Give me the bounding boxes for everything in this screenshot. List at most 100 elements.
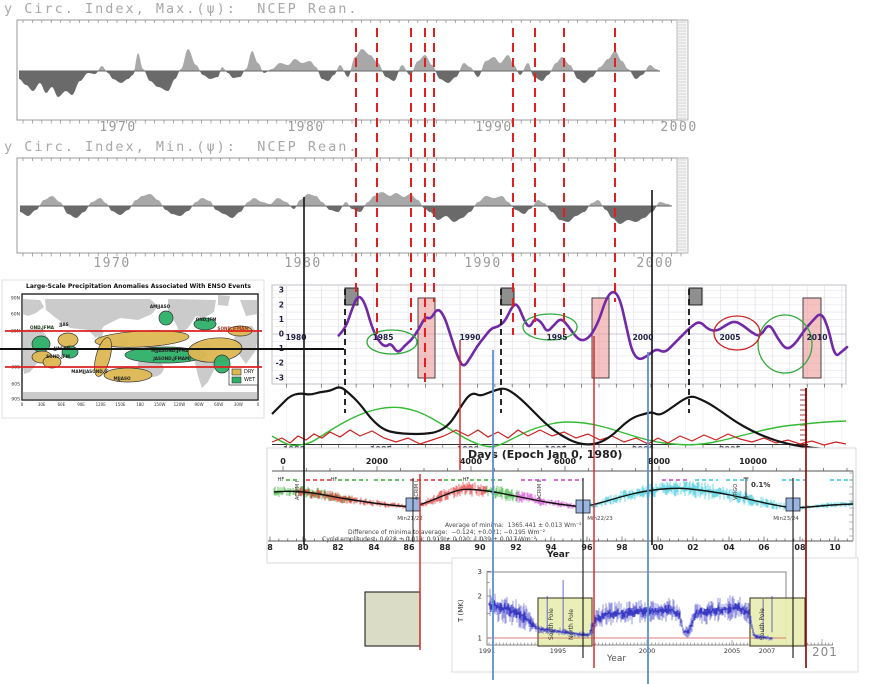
- map-lon-label: 90W: [195, 402, 204, 407]
- max-panel-title: y Circ. Index, Max.(ψ): NCEP Rean.: [4, 1, 359, 17]
- map-lat-label: 60N: [11, 312, 20, 318]
- tsi-year-tick: 98: [616, 543, 628, 552]
- instrument-label-ACRIMI: ACRIM I: [414, 481, 420, 500]
- continent-europe-left: [22, 299, 44, 316]
- tsi-year-tick: 04: [723, 543, 735, 552]
- continent-antarctica: [22, 392, 258, 399]
- map-region-label: OND,JFM: [196, 317, 217, 322]
- map-lon-label: 150W: [154, 402, 166, 407]
- tsi-mean-line: [273, 487, 854, 509]
- event-ellipse: [366, 329, 418, 355]
- min-xtick: 2000: [636, 256, 673, 271]
- el-nino-box: [591, 297, 610, 379]
- instrument-label-HF: HF: [331, 477, 338, 483]
- map-lat-label: 90N: [11, 296, 20, 302]
- tsi-year-tick: 86: [403, 543, 415, 552]
- tsi-year-tick: 8: [267, 543, 273, 552]
- stray-year-label: 201: [812, 645, 838, 659]
- enso-year-label: 1995: [547, 333, 568, 342]
- map-lon-label: 60W: [214, 402, 223, 407]
- instrument-label-VIRGO: VIRGO: [733, 484, 739, 500]
- enso-year-label: 1985: [373, 333, 394, 342]
- map-lat-label: 60S: [11, 382, 20, 388]
- tsi-day-tick: 0: [280, 457, 286, 466]
- min-panel-right-ruler-ticks: [678, 159, 686, 251]
- pole-label: South Pole: [548, 608, 555, 640]
- min-xtick: 1970: [93, 256, 130, 271]
- tsi-year-tick: 88: [439, 543, 451, 552]
- min-panel-negative-area: [20, 206, 672, 224]
- max-xtick: 2000: [660, 120, 697, 135]
- max-xtick: 1980: [287, 120, 324, 135]
- map-region-label: SOND,JFMAM: [217, 326, 248, 331]
- corona-ytick: 1: [478, 635, 482, 643]
- tsi-caption-3: Cycle amplitudes: 0.928 ± 0.019; 0.919 ±…: [322, 536, 537, 543]
- dry-region: [42, 355, 62, 369]
- corona-xlabel: Year: [607, 654, 627, 664]
- cosmic-ray-line: [271, 406, 847, 448]
- max-panel-ticks: [22, 20, 682, 124]
- map-region-label: AMJJASO: [150, 304, 171, 309]
- instrument-label-HF: HF: [278, 477, 285, 483]
- min-panel-positive-area: [20, 192, 672, 206]
- instrument-label-ACRIMI: ACRIM I: [295, 481, 301, 500]
- wet-region: [213, 354, 231, 374]
- min-panel-right-ruler: [676, 157, 689, 254]
- map-lon-label: 30E: [38, 402, 46, 407]
- enso-ytick: 1: [279, 315, 284, 324]
- legend-wet-label: WET: [244, 377, 256, 383]
- min-xtick: 1990: [464, 256, 501, 271]
- map-lon-label: 120W: [174, 402, 186, 407]
- tsi-minimum-label: Min21/22: [397, 516, 423, 522]
- map-region-label: OND,JFMA: [30, 325, 55, 330]
- tsi-caption-1: Average of minima: 1365.441 ± 0.013 Wm⁻²: [445, 522, 582, 529]
- map-lon-label: 90E: [77, 402, 85, 407]
- continent-north-america: [168, 299, 216, 334]
- event-ellipse: [713, 315, 761, 351]
- continent-india: [95, 330, 104, 344]
- corona-xtick: 2000: [639, 647, 656, 655]
- map-region-label: MJJASO: [113, 376, 131, 381]
- tsi-year-tick: 96: [581, 543, 593, 552]
- enso-ytick: -2: [276, 359, 284, 368]
- min-xtick: 1980: [284, 256, 321, 271]
- max-xtick: 1970: [99, 120, 136, 135]
- map-lat-label: 90S: [11, 397, 20, 403]
- tsi-minimum-label: Min23/24: [773, 516, 799, 522]
- beige-box: [364, 591, 421, 647]
- corona-xtick: 2005: [724, 647, 741, 655]
- eruption-box: [500, 287, 515, 306]
- map-lon-label: 0: [21, 402, 24, 407]
- tsi-day-tick: 8000: [648, 457, 671, 466]
- max-panel-positive-area: [19, 49, 660, 71]
- map-region-label: JASOND,JFMAMJ: [152, 356, 191, 361]
- corona-spikes: [546, 580, 773, 633]
- map-lon-label: 120E: [96, 402, 107, 407]
- tsi-year-tick: 80: [297, 543, 309, 552]
- max-panel-right-ruler-ticks: [678, 21, 686, 119]
- dry-region: [103, 367, 153, 383]
- tsi-minimum-label: Min22/23: [587, 516, 613, 522]
- solar-grid-v: [286, 388, 843, 443]
- tsi-bottom-ticks: [269, 536, 848, 541]
- map-content: [22, 295, 258, 399]
- tsi-year-tick: 82: [332, 543, 343, 552]
- wet-region: [193, 317, 217, 331]
- map-region-label: SOND,JFM: [46, 354, 70, 359]
- map-lon-label: 60E: [58, 402, 66, 407]
- eruption-box: [688, 287, 703, 306]
- tsi-year-tick: 90: [474, 543, 486, 552]
- enso-ytick: -3: [276, 373, 284, 382]
- corona-xtick: 2007: [759, 647, 776, 655]
- legend-dry-swatch: [231, 368, 242, 376]
- enso-year-label: 2000: [633, 333, 654, 342]
- tsi-year-tick: 84: [368, 543, 380, 552]
- tsi-title: Days (Epoch Jan 0, 1980): [468, 448, 623, 461]
- enso-ytick: 0: [279, 330, 284, 339]
- tsi-day-tick: 6000: [554, 457, 577, 466]
- tsi-year-tick: 94: [545, 543, 557, 552]
- min-panel-ticks: [22, 158, 682, 257]
